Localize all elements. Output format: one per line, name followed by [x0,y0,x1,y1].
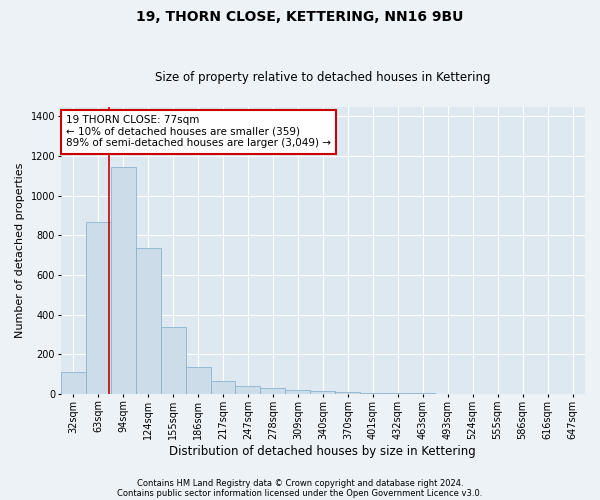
Bar [161,326,185,394]
Bar [310,392,335,394]
Bar [260,388,286,394]
Bar [235,386,260,394]
Text: 19 THORN CLOSE: 77sqm
← 10% of detached houses are smaller (359)
89% of semi-det: 19 THORN CLOSE: 77sqm ← 10% of detached … [66,115,331,148]
Title: Size of property relative to detached houses in Kettering: Size of property relative to detached ho… [155,72,491,85]
Bar [211,381,235,394]
Bar [335,392,361,394]
Bar [185,367,211,394]
Bar [286,390,310,394]
Text: 19, THORN CLOSE, KETTERING, NN16 9BU: 19, THORN CLOSE, KETTERING, NN16 9BU [136,10,464,24]
Y-axis label: Number of detached properties: Number of detached properties [15,162,25,338]
Bar [361,393,385,394]
Bar [61,372,86,394]
Text: Contains public sector information licensed under the Open Government Licence v3: Contains public sector information licen… [118,488,482,498]
Bar [86,222,110,394]
X-axis label: Distribution of detached houses by size in Kettering: Distribution of detached houses by size … [169,444,476,458]
Bar [136,248,161,394]
Bar [110,167,136,394]
Text: Contains HM Land Registry data © Crown copyright and database right 2024.: Contains HM Land Registry data © Crown c… [137,478,463,488]
